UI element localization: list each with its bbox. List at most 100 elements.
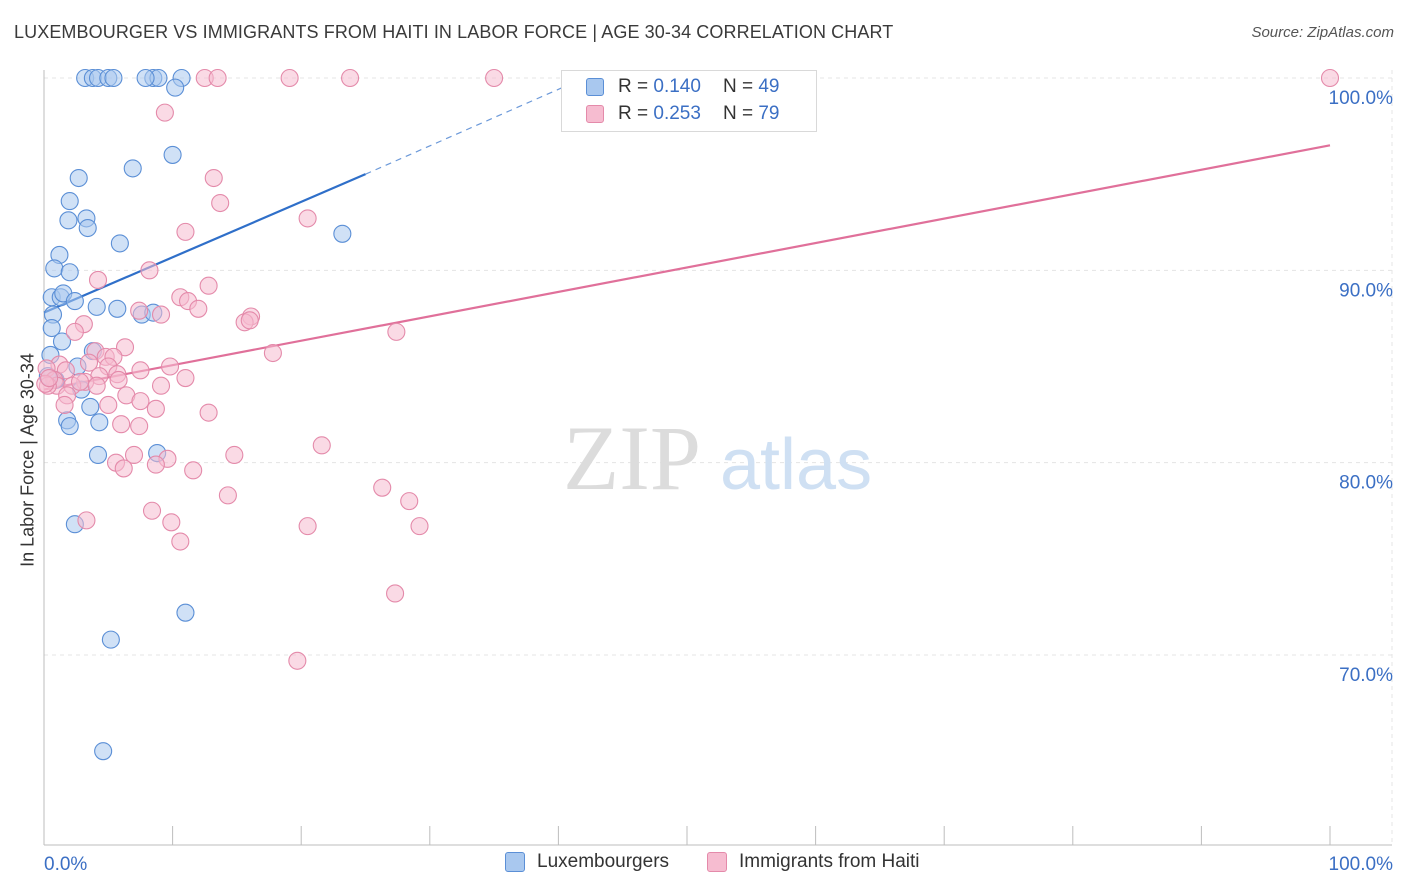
- point-haiti: [171, 532, 190, 551]
- point-luxembourgers: [69, 168, 88, 188]
- point-haiti: [176, 222, 195, 241]
- point-haiti: [373, 478, 392, 497]
- x-tick-label: 100.0%: [1329, 854, 1394, 875]
- point-luxembourgers: [333, 224, 352, 243]
- point-haiti: [160, 357, 180, 376]
- legend-n-label: N =: [722, 76, 754, 97]
- trend-line-haiti: [43, 144, 1331, 391]
- y-tick-label: 70.0%: [1339, 665, 1393, 686]
- point-luxembourgers: [60, 417, 79, 436]
- point-haiti: [280, 68, 299, 88]
- legend-r-value: 0.253: [653, 103, 701, 124]
- point-luxembourgers: [42, 318, 61, 338]
- point-haiti: [225, 445, 244, 465]
- point-luxembourgers: [166, 78, 185, 97]
- watermark: ZIP atlas: [563, 407, 872, 509]
- point-luxembourgers: [104, 68, 123, 88]
- legend-label-haiti: Immigrants from Haiti: [739, 851, 920, 872]
- legend-label-luxembourgers: Luxembourgers: [537, 851, 670, 872]
- point-haiti: [341, 68, 360, 88]
- point-haiti: [184, 461, 203, 480]
- point-haiti: [387, 322, 406, 341]
- chart-title: LUXEMBOURGER VS IMMIGRANTS FROM HAITI IN…: [14, 22, 894, 42]
- point-haiti: [298, 517, 317, 536]
- point-luxembourgers: [65, 292, 84, 311]
- y-axis-label: In Labor Force | Age 30-34: [17, 353, 38, 567]
- point-luxembourgers: [110, 234, 129, 253]
- point-haiti: [40, 368, 59, 388]
- point-haiti: [130, 301, 149, 320]
- point-luxembourgers: [60, 192, 79, 211]
- legend-swatch-luxembourgers: [505, 852, 525, 872]
- legend-n-value: 49: [758, 76, 780, 97]
- point-haiti: [99, 395, 118, 415]
- point-haiti: [87, 376, 106, 395]
- point-luxembourgers: [123, 159, 142, 178]
- point-luxembourgers: [88, 445, 108, 465]
- point-haiti: [146, 455, 165, 474]
- y-tick-label: 100.0%: [1329, 88, 1394, 109]
- point-haiti: [1320, 68, 1340, 88]
- point-haiti: [204, 168, 223, 188]
- point-haiti: [312, 436, 331, 455]
- legend-row-haiti: R = 0.253 N = 79: [586, 102, 779, 126]
- point-haiti: [386, 584, 405, 603]
- legend-r-label: R =: [618, 103, 649, 124]
- data-points: [36, 68, 1340, 761]
- point-haiti: [146, 399, 165, 418]
- point-haiti: [77, 511, 96, 530]
- point-haiti: [140, 261, 159, 280]
- point-haiti: [109, 370, 128, 390]
- point-luxembourgers: [136, 68, 155, 88]
- point-haiti: [115, 338, 135, 357]
- y-tick-label: 90.0%: [1339, 280, 1393, 301]
- point-luxembourgers: [78, 218, 97, 238]
- legend-swatch-haiti: [707, 852, 727, 872]
- point-haiti: [162, 513, 181, 532]
- point-haiti: [199, 276, 218, 295]
- point-haiti: [124, 445, 144, 465]
- point-haiti: [151, 305, 171, 324]
- point-haiti: [79, 353, 99, 372]
- tick-labels: 70.0% 80.0% 90.0% 100.0% 0.0% 100.0%: [44, 88, 1393, 875]
- point-luxembourgers: [59, 211, 78, 230]
- point-haiti: [189, 299, 208, 318]
- legend-swatch-haiti: [586, 105, 604, 123]
- point-haiti: [400, 492, 419, 511]
- series-legend: Luxembourgers Immigrants from Haiti: [0, 851, 1406, 877]
- point-haiti: [151, 376, 171, 395]
- point-haiti: [65, 322, 84, 341]
- point-haiti: [130, 417, 149, 436]
- point-haiti: [211, 193, 230, 213]
- point-haiti: [298, 209, 317, 228]
- point-luxembourgers: [101, 630, 120, 649]
- point-luxembourgers: [163, 145, 182, 164]
- watermark-atlas: atlas: [720, 425, 872, 505]
- legend-item-luxembourgers[interactable]: Luxembourgers: [505, 851, 669, 873]
- watermark-zip: ZIP: [563, 407, 701, 509]
- point-haiti: [176, 368, 195, 388]
- point-haiti: [485, 68, 504, 88]
- legend-row-luxembourgers: R = 0.140 N = 49: [586, 75, 779, 99]
- correlation-legend: R = 0.140 N = 49 R = 0.253 N = 79: [561, 70, 817, 132]
- point-haiti: [56, 361, 75, 380]
- point-luxembourgers: [52, 332, 72, 351]
- point-luxembourgers: [45, 259, 64, 278]
- point-luxembourgers: [60, 263, 79, 282]
- axes: [43, 70, 1392, 846]
- point-haiti: [131, 392, 150, 411]
- legend-n-label: N =: [722, 103, 754, 124]
- y-tick-label: 80.0%: [1339, 473, 1393, 494]
- point-luxembourgers: [90, 413, 109, 432]
- trend-line-extension: [365, 77, 585, 175]
- legend-swatch-luxembourgers: [586, 78, 604, 96]
- trend-lines: [43, 77, 1331, 391]
- legend-item-haiti[interactable]: Immigrants from Haiti: [707, 851, 920, 873]
- point-luxembourgers: [176, 603, 195, 622]
- point-haiti: [55, 395, 74, 415]
- point-haiti: [114, 459, 133, 478]
- point-haiti: [288, 651, 307, 670]
- point-haiti: [218, 486, 237, 505]
- point-haiti: [70, 372, 90, 391]
